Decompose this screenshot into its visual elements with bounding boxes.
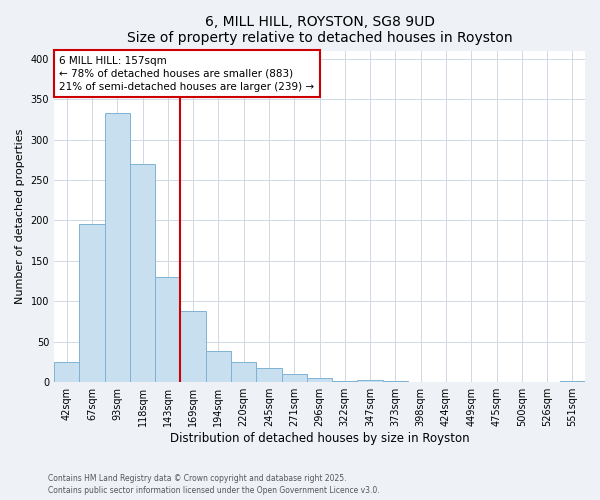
Bar [206, 352, 231, 382]
X-axis label: Distribution of detached houses by size in Royston: Distribution of detached houses by size … [170, 432, 469, 445]
Bar [256, 368, 281, 382]
Title: 6, MILL HILL, ROYSTON, SG8 9UD
Size of property relative to detached houses in R: 6, MILL HILL, ROYSTON, SG8 9UD Size of p… [127, 15, 512, 45]
Text: Contains HM Land Registry data © Crown copyright and database right 2025.
Contai: Contains HM Land Registry data © Crown c… [48, 474, 380, 495]
Bar [332, 380, 358, 382]
Bar [79, 224, 104, 382]
Bar [54, 362, 79, 382]
Bar [231, 362, 256, 382]
Y-axis label: Number of detached properties: Number of detached properties [15, 128, 25, 304]
Bar [358, 380, 383, 382]
Bar [560, 380, 585, 382]
Bar [181, 311, 206, 382]
Text: 6 MILL HILL: 157sqm
← 78% of detached houses are smaller (883)
21% of semi-detac: 6 MILL HILL: 157sqm ← 78% of detached ho… [59, 56, 314, 92]
Bar [307, 378, 332, 382]
Bar [130, 164, 155, 382]
Bar [155, 277, 181, 382]
Bar [281, 374, 307, 382]
Bar [104, 113, 130, 382]
